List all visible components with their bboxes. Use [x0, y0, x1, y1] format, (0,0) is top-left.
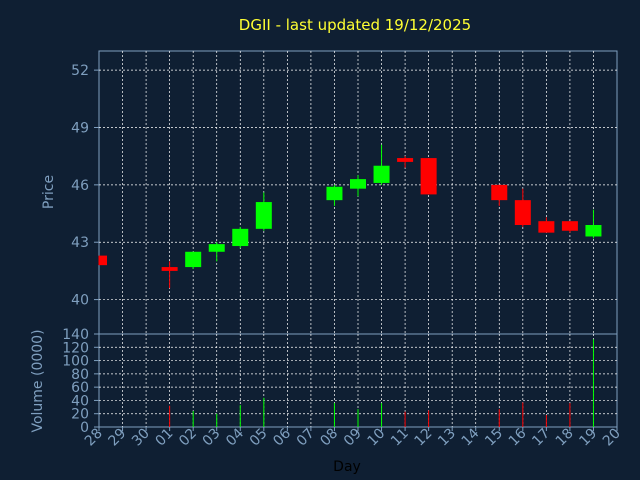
price-tick-label: 46: [71, 178, 89, 194]
x-tick-label: 07: [294, 426, 318, 450]
x-tick-label: 08: [317, 426, 341, 450]
x-tick-label: 30: [129, 426, 153, 450]
candle-body: [420, 158, 437, 195]
candle-body: [350, 179, 366, 189]
candle-body: [373, 165, 390, 183]
x-tick-label: 09: [341, 426, 365, 450]
candle-body: [326, 186, 343, 201]
x-axis-label: Day: [333, 459, 361, 475]
candle-body: [161, 267, 178, 271]
x-tick-label: 16: [506, 425, 530, 449]
x-tick-label: 17: [529, 426, 553, 450]
volume-tick-label: 100: [62, 354, 89, 370]
price-tick-label: 52: [71, 63, 89, 79]
volume-tick-label: 120: [62, 340, 89, 356]
x-tick-label: 20: [600, 426, 624, 450]
volume-tick-label: 80: [71, 367, 89, 383]
x-tick-label: 02: [176, 426, 200, 450]
candle-body: [255, 202, 272, 229]
candle-body: [538, 221, 555, 233]
price-panel: 40 43 46 49 52: [71, 50, 618, 335]
x-tick-label: 29: [105, 426, 129, 450]
volume-tick-label: 140: [62, 327, 89, 343]
x-axis: 28 29 30 01 02 03 04 05 06 07 08 09 10 11 12 13 14 15 16 17…: [82, 425, 624, 449]
x-tick-label: 04: [223, 425, 247, 449]
x-tick-label: 05: [247, 426, 271, 450]
candle-body: [397, 158, 414, 162]
price-tick-label: 49: [71, 120, 89, 136]
x-tick-label: 15: [482, 426, 506, 450]
candle-body: [208, 244, 225, 252]
candle-body: [99, 255, 107, 266]
x-tick-label: 12: [412, 426, 436, 450]
candle-body: [561, 221, 578, 231]
volume-axis-label: Volume (0000): [30, 329, 46, 432]
volume-tick-label: 60: [71, 380, 89, 396]
candle-body: [232, 228, 249, 247]
x-tick-label: 10: [364, 426, 388, 450]
x-tick-label: 19: [576, 426, 600, 450]
x-tick-label: 13: [435, 426, 459, 450]
volume-tick-label: 20: [71, 407, 89, 423]
candle-body: [514, 200, 531, 226]
price-tick-label: 43: [71, 235, 89, 251]
volume-tick-label: 0: [80, 420, 89, 436]
x-tick-label: 03: [200, 426, 224, 450]
candle-body: [585, 225, 602, 237]
candle-body: [491, 184, 508, 201]
x-tick-label: 14: [459, 425, 483, 449]
volume-tick-label: 40: [71, 393, 89, 409]
price-axis-label: Price: [41, 175, 57, 209]
candle-body: [185, 251, 202, 268]
chart-title: DGII - last updated 19/12/2025: [239, 16, 471, 34]
x-tick-label: 06: [270, 425, 294, 449]
x-tick-label: 18: [553, 426, 577, 450]
x-tick-label: 01: [153, 426, 177, 450]
x-tick-label: 11: [388, 426, 412, 450]
price-tick-label: 40: [71, 293, 89, 309]
